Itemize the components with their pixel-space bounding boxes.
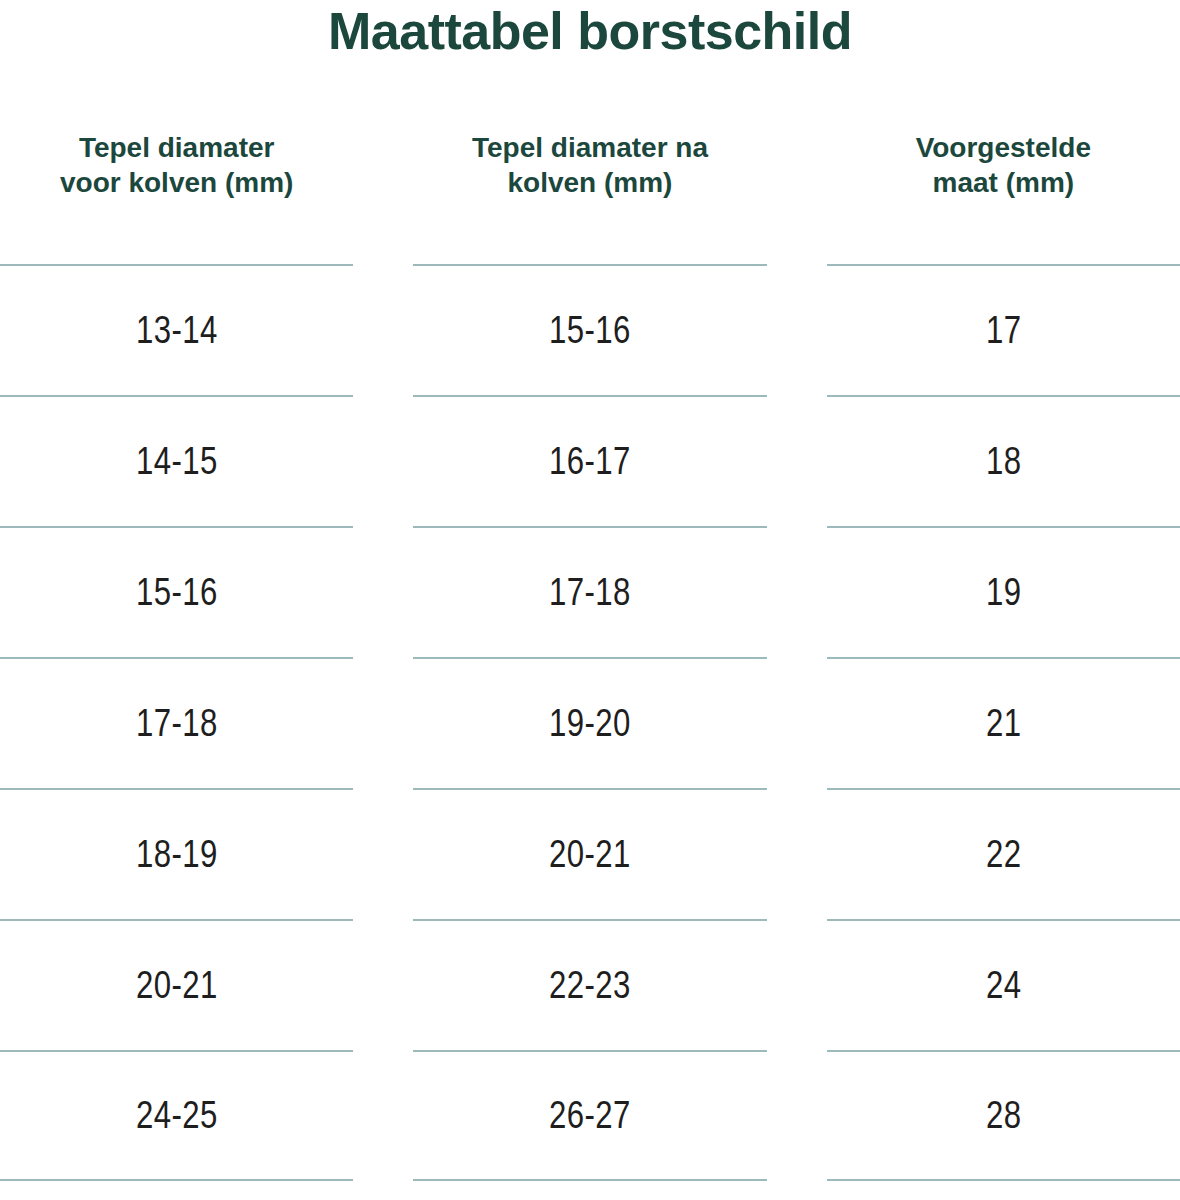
header-text-line: Tepel diamater [0,130,353,165]
table-row: 24-25 26-27 28 [0,1050,1180,1181]
cell-value: 17 [986,309,1021,352]
cell-value: 24-25 [136,1094,218,1137]
table-cell: 18 [827,395,1180,526]
table-row: 17-18 19-20 21 [0,657,1180,788]
table-cell: 18-19 [0,788,353,919]
cell-value: 13-14 [136,309,218,352]
table-cell: 14-15 [0,395,353,526]
cell-value: 21 [986,702,1021,745]
table-cell: 20-21 [0,919,353,1050]
table-row: 13-14 15-16 17 [0,264,1180,395]
table-cell: 28 [827,1050,1180,1181]
table-cell: 16-17 [413,395,766,526]
column-header-diameter-before-pumping: Tepel diamater voor kolven (mm) [0,130,353,200]
table-cell: 20-21 [413,788,766,919]
cell-value: 18 [986,440,1021,483]
cell-value: 28 [986,1094,1021,1137]
cell-value: 20-21 [136,964,218,1007]
cell-value: 16-17 [549,440,631,483]
table-cell: 24-25 [0,1050,353,1181]
column-header-diameter-after-pumping: Tepel diamater na kolven (mm) [413,130,766,200]
table-row: 18-19 20-21 22 [0,788,1180,919]
table-row: 20-21 22-23 24 [0,919,1180,1050]
header-text-line: Tepel diamater na [413,130,766,165]
table-cell: 22-23 [413,919,766,1050]
table-cell: 17-18 [0,657,353,788]
table-cell: 24 [827,919,1180,1050]
table-cell: 17 [827,264,1180,395]
table-cell: 15-16 [413,264,766,395]
cell-value: 20-21 [549,833,631,876]
header-text-line: kolven (mm) [413,165,766,200]
cell-value: 14-15 [136,440,218,483]
table-body: 13-14 15-16 17 14-15 16-17 18 15-16 17-1… [0,264,1180,1181]
table-cell: 13-14 [0,264,353,395]
cell-value: 24 [986,964,1021,1007]
size-table: Tepel diamater voor kolven (mm) Tepel di… [0,130,1180,1181]
header-text-line: voor kolven (mm) [0,165,353,200]
table-row: 14-15 16-17 18 [0,395,1180,526]
table-row: 15-16 17-18 19 [0,526,1180,657]
cell-value: 15-16 [549,309,631,352]
cell-value: 22-23 [549,964,631,1007]
table-cell: 26-27 [413,1050,766,1181]
cell-value: 22 [986,833,1021,876]
cell-value: 26-27 [549,1094,631,1137]
table-cell: 15-16 [0,526,353,657]
table-cell: 21 [827,657,1180,788]
table-cell: 17-18 [413,526,766,657]
cell-value: 18-19 [136,833,218,876]
page-title: Maattabel borstschild [0,2,1180,60]
cell-value: 17-18 [136,702,218,745]
header-text-line: Voorgestelde [827,130,1180,165]
cell-value: 15-16 [136,571,218,614]
table-cell: 22 [827,788,1180,919]
column-header-suggested-size: Voorgestelde maat (mm) [827,130,1180,200]
header-text-line: maat (mm) [827,165,1180,200]
size-chart-page: Maattabel borstschild Tepel diamater voo… [0,2,1180,1200]
table-header-row: Tepel diamater voor kolven (mm) Tepel di… [0,130,1180,200]
cell-value: 19 [986,571,1021,614]
table-cell: 19-20 [413,657,766,788]
cell-value: 19-20 [549,702,631,745]
table-cell: 19 [827,526,1180,657]
cell-value: 17-18 [549,571,631,614]
